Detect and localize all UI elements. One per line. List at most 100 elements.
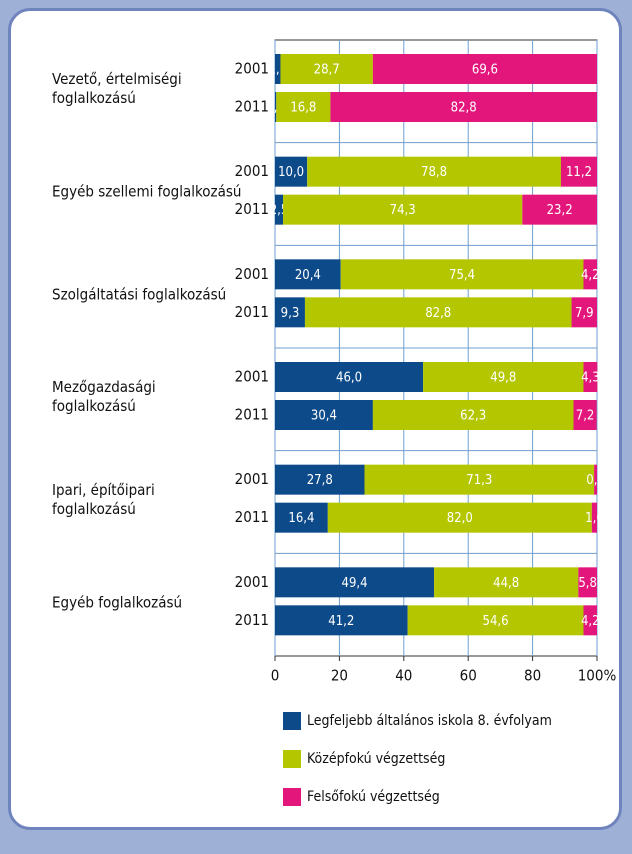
data-label: 5,8 [578, 576, 597, 591]
bar-segment [275, 194, 284, 225]
data-label: 16,4 [288, 511, 314, 526]
x-tick-label: 60 [460, 667, 477, 685]
y-tick-label: 2011 [235, 303, 269, 321]
legend-label: Felsőfokú végzettség [307, 789, 440, 805]
bar-segment [407, 605, 584, 636]
data-label: 78,8 [421, 165, 447, 180]
data-label: 62,3 [460, 409, 486, 424]
data-label: 69,6 [472, 63, 498, 78]
y-tick-label: 2011 [235, 611, 269, 629]
legend-swatch [283, 750, 301, 768]
group-label: Mezőgazdasági foglalkozású [52, 378, 156, 416]
data-label: 82,0 [447, 511, 473, 526]
y-tick-label: 2011 [235, 200, 269, 218]
data-label: 46,0 [336, 371, 362, 386]
bar-segment [304, 297, 572, 328]
bar-segment [372, 54, 597, 84]
data-label: 11,2 [566, 165, 592, 180]
data-label: 16,8 [290, 101, 316, 116]
data-label: 0,9 [586, 473, 605, 488]
bar-segment [275, 400, 373, 430]
bar-segment [327, 502, 592, 533]
bar-segment [275, 362, 424, 392]
legend-label: Középfokú végzettség [307, 751, 445, 767]
bar-segment [280, 54, 373, 84]
bar-segment [275, 156, 308, 187]
y-tick-label: 2001 [235, 265, 269, 283]
data-label: 82,8 [451, 101, 477, 116]
y-tick-label: 2001 [235, 162, 269, 180]
bar-segment [283, 194, 523, 225]
bar-segment [583, 259, 597, 290]
data-label: 49,4 [342, 576, 368, 591]
y-tick-label: 2001 [235, 60, 269, 78]
group-label: Egyéb foglalkozású [52, 593, 183, 612]
bar-segment [594, 464, 597, 495]
bar-segment [372, 400, 574, 430]
data-label: 71,3 [466, 473, 492, 488]
bar-segment [573, 400, 597, 430]
bar-segment [275, 297, 305, 328]
bar-segment [591, 502, 597, 533]
data-label: 23,2 [547, 203, 573, 218]
bar-segment [275, 259, 341, 290]
y-tick-label: 2011 [235, 508, 269, 526]
legend-swatch [283, 712, 301, 730]
bar-segment [583, 605, 597, 636]
data-label: 20,4 [295, 268, 321, 283]
data-label: 44,8 [493, 576, 519, 591]
bar-segment [423, 362, 584, 392]
data-label: 30,4 [311, 409, 337, 424]
bar-segment [275, 464, 365, 495]
data-label: 4,3 [581, 371, 600, 386]
bar-segment [340, 259, 584, 290]
data-label: 4,2 [581, 614, 600, 629]
x-tick-label: 100% [578, 667, 617, 685]
data-label: 41,2 [328, 614, 354, 629]
x-tick-label: 20 [331, 667, 348, 685]
bar-segment [275, 567, 435, 598]
data-label: 54,6 [483, 614, 509, 629]
bar-segment [578, 567, 597, 598]
group-label: Ipari, építőipari foglalkozású [52, 481, 155, 518]
data-label: 9,3 [281, 306, 300, 321]
y-tick-label: 2001 [235, 470, 269, 488]
data-label: 4,2 [581, 268, 600, 283]
bar-segment [275, 92, 277, 122]
y-tick-label: 2011 [235, 406, 269, 424]
bar-segment [522, 194, 597, 225]
bar-segment [583, 362, 598, 392]
data-label: 74,3 [390, 203, 416, 218]
bar-segment [330, 92, 597, 122]
bar-segment [571, 297, 597, 328]
bar-segment [560, 156, 597, 187]
bar-segment [275, 605, 408, 636]
bar-segment [275, 54, 281, 84]
data-label: 10,0 [278, 165, 304, 180]
x-tick-label: 80 [524, 667, 541, 685]
y-tick-label: 2011 [235, 98, 269, 116]
data-label: 49,8 [490, 371, 516, 386]
group-label: Egyéb szellemi foglalkozású [52, 182, 242, 201]
y-tick-label: 2001 [235, 573, 269, 591]
group-label: Vezető, értelmiségi foglalkozású [52, 70, 182, 108]
x-tick-label: 0 [271, 667, 280, 685]
data-label: 28,7 [314, 63, 340, 78]
legend-label: Legfeljebb általános iskola 8. évfolyam [307, 713, 552, 729]
data-label: 7,2 [576, 409, 595, 424]
bar-segment [276, 92, 331, 122]
legend-swatch [283, 788, 301, 806]
bar-segment [364, 464, 595, 495]
data-label: 27,8 [307, 473, 333, 488]
bar-segment [307, 156, 561, 187]
data-label: 1,6 [585, 511, 604, 526]
data-label: 75,4 [449, 268, 475, 283]
data-label: 7,9 [575, 306, 594, 321]
y-tick-label: 2001 [235, 368, 269, 386]
bar-segment [275, 502, 328, 533]
group-label: Szolgáltatási foglalkozású [52, 285, 227, 304]
x-tick-label: 40 [395, 667, 412, 685]
data-label: 82,8 [425, 306, 451, 321]
bar-segment [434, 567, 579, 598]
